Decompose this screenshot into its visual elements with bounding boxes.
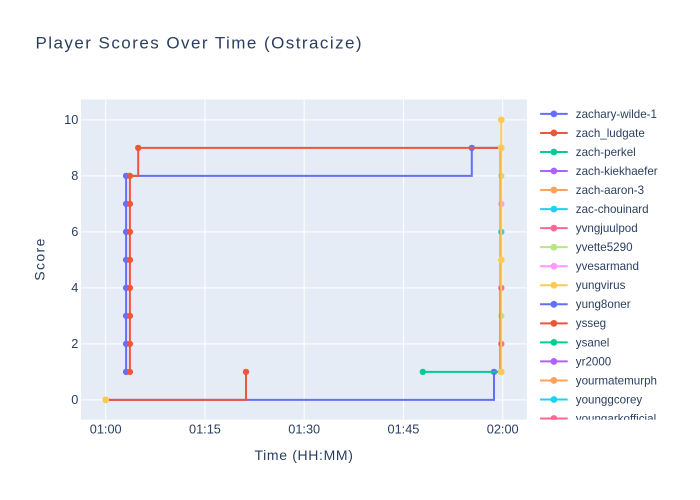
svg-text:ysanel: ysanel (576, 336, 610, 349)
svg-text:yungvirus: yungvirus (576, 279, 626, 292)
svg-text:10: 10 (64, 112, 78, 127)
svg-text:Score: Score (32, 237, 48, 281)
svg-text:yourmatemurph: yourmatemurph (576, 374, 657, 387)
svg-text:yvesarmand: yvesarmand (576, 260, 639, 273)
svg-text:02:00: 02:00 (487, 422, 519, 437)
svg-text:Player Scores Over Time (Ostra: Player Scores Over Time (Ostracize) (36, 33, 364, 52)
svg-text:zach_ludgate: zach_ludgate (576, 127, 645, 140)
svg-text:zach-kiekhaefer: zach-kiekhaefer (576, 165, 658, 178)
svg-text:01:15: 01:15 (189, 422, 221, 437)
svg-text:0: 0 (71, 392, 78, 407)
svg-text:4: 4 (71, 280, 78, 295)
svg-text:zach-aaron-3: zach-aaron-3 (576, 184, 644, 197)
svg-text:yvngjuulpod: yvngjuulpod (576, 222, 638, 235)
svg-text:01:30: 01:30 (288, 422, 320, 437)
svg-text:youngarkofficial: youngarkofficial (576, 412, 656, 425)
svg-text:zach-perkel: zach-perkel (576, 146, 636, 159)
svg-text:01:45: 01:45 (387, 422, 419, 437)
svg-text:younggcorey: younggcorey (576, 393, 643, 406)
svg-text:Time (HH:MM): Time (HH:MM) (254, 447, 353, 463)
svg-text:zachary-wilde-1: zachary-wilde-1 (576, 108, 657, 121)
svg-text:6: 6 (71, 224, 78, 239)
svg-text:8: 8 (71, 168, 78, 183)
svg-text:zac-chouinard: zac-chouinard (576, 203, 649, 216)
svg-text:2: 2 (71, 336, 78, 351)
svg-text:yr2000: yr2000 (576, 355, 611, 368)
svg-text:ysseg: ysseg (576, 317, 606, 330)
svg-text:01:00: 01:00 (90, 422, 122, 437)
svg-text:yung8oner: yung8oner (576, 298, 631, 311)
svg-text:yvette5290: yvette5290 (576, 241, 633, 254)
